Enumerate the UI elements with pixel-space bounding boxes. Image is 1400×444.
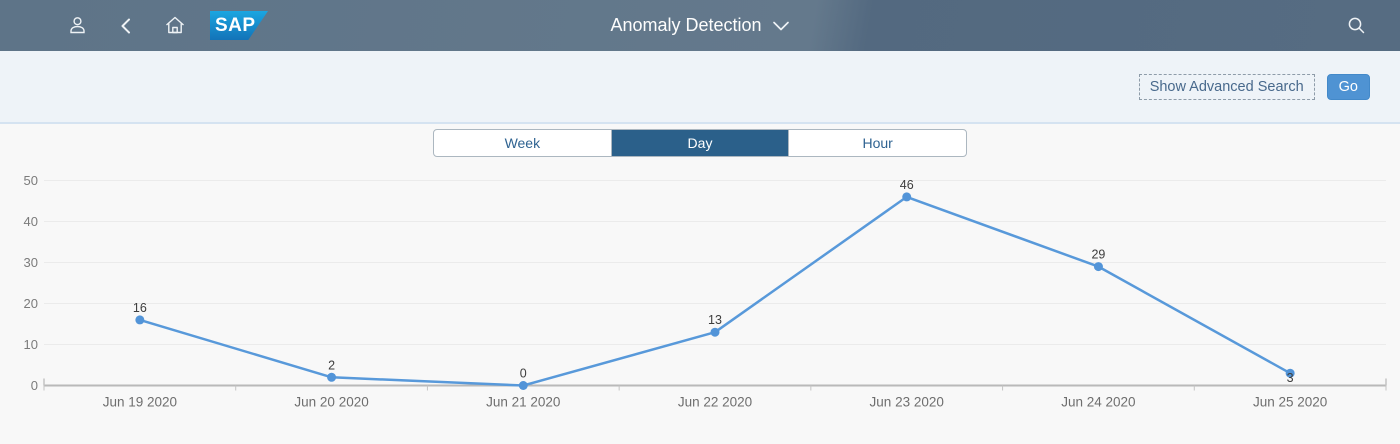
chart-panel: 0 10 20 30 40 50 Jun 19 2020 Jun 20 2020 Jun 21 …	[0, 124, 1400, 444]
shell-header: SAP Anomaly Detection	[0, 0, 1400, 51]
search-icon[interactable]	[1345, 15, 1367, 37]
data-point[interactable]	[710, 327, 720, 337]
x-tick-label: Jun 25 2020	[1253, 395, 1327, 410]
sap-logo[interactable]: SAP	[210, 11, 268, 40]
y-tick-label: 0	[31, 378, 38, 393]
back-icon[interactable]	[115, 15, 137, 37]
home-icon[interactable]	[164, 15, 186, 37]
chart-line	[138, 195, 1292, 387]
interval-segmented-control: Week Day Hour	[433, 129, 967, 157]
data-point-label: 46	[900, 178, 914, 192]
x-tick-label: Jun 24 2020	[1061, 395, 1135, 410]
x-tick-label: Jun 20 2020	[294, 395, 368, 410]
x-tick-label: Jun 19 2020	[103, 395, 177, 410]
data-point[interactable]	[1285, 368, 1295, 378]
data-point-label: 29	[1091, 248, 1105, 262]
x-tick-label: Jun 21 2020	[486, 395, 560, 410]
data-point-label: 13	[708, 313, 722, 327]
y-tick-label: 40	[24, 214, 38, 229]
segment-day[interactable]: Day	[610, 130, 789, 156]
shell-header-right	[1345, 0, 1367, 51]
segment-week[interactable]: Week	[504, 135, 541, 151]
y-tick-label: 30	[24, 255, 38, 270]
data-point-label: 0	[520, 367, 527, 381]
data-point-label: 3	[1287, 371, 1294, 385]
data-point-label: 16	[133, 301, 147, 315]
data-point[interactable]	[327, 372, 337, 382]
filter-bar: Show Advanced Search Go	[0, 51, 1400, 124]
segment-hour[interactable]: Hour	[788, 130, 966, 156]
data-point-label: 2	[328, 358, 335, 372]
data-point[interactable]	[1093, 262, 1103, 272]
y-tick-label: 20	[24, 296, 38, 311]
user-icon[interactable]	[66, 15, 88, 37]
chevron-down-icon	[772, 21, 789, 30]
app-title-menu[interactable]: Anomaly Detection	[610, 15, 789, 36]
shell-header-left: SAP	[0, 11, 268, 40]
x-tick-label: Jun 23 2020	[870, 395, 944, 410]
sap-logo-text: SAP	[215, 15, 256, 36]
app-title: Anomaly Detection	[610, 15, 762, 35]
show-advanced-search-button[interactable]: Show Advanced Search	[1138, 73, 1315, 100]
x-tick-label: Jun 22 2020	[678, 395, 752, 410]
shell-title-area: Anomaly Detection	[0, 0, 1400, 51]
go-button[interactable]: Go	[1326, 73, 1370, 100]
y-tick-label: 10	[24, 337, 38, 352]
data-point[interactable]	[902, 192, 912, 202]
y-tick-label: 50	[24, 173, 38, 188]
data-point[interactable]	[518, 381, 528, 390]
data-point[interactable]	[135, 315, 145, 325]
